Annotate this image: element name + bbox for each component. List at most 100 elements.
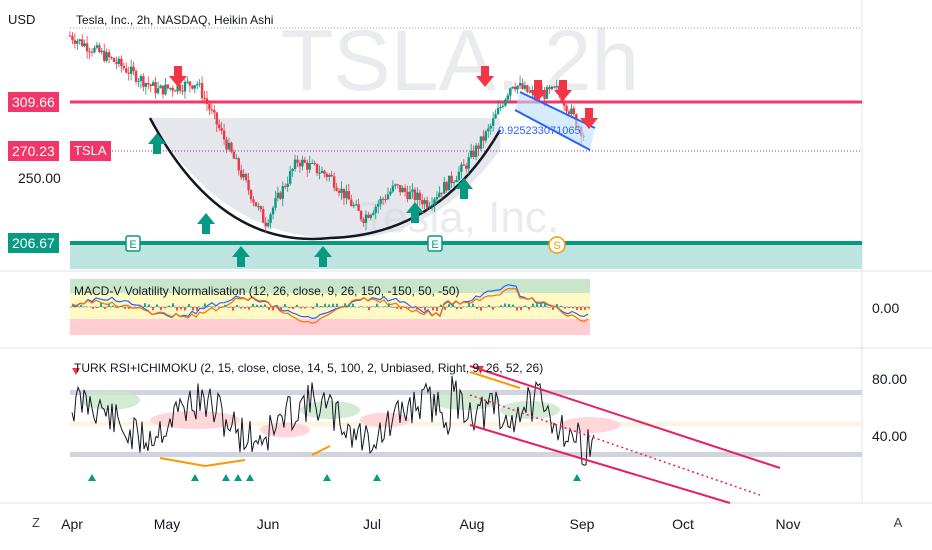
candle-body xyxy=(455,180,458,183)
candle-body xyxy=(489,125,492,129)
candle-body xyxy=(511,86,514,89)
candle-body xyxy=(271,207,275,215)
candle-body xyxy=(237,158,240,171)
macd-zone-upper xyxy=(70,293,590,305)
candle-body xyxy=(367,214,370,218)
macd-histogram-bar xyxy=(376,303,378,307)
candle-body xyxy=(200,83,204,99)
macd-histogram-bar xyxy=(488,304,490,307)
watermark-symbol: TSLA, 2h xyxy=(281,13,640,109)
candle-body xyxy=(474,145,478,158)
candle-body xyxy=(68,35,72,37)
candle-body xyxy=(506,95,510,100)
candle-body xyxy=(249,190,253,200)
event-marker-split[interactable]: S xyxy=(548,236,566,254)
candle-body xyxy=(191,85,194,89)
candle-body xyxy=(257,206,260,208)
candle-body xyxy=(296,159,299,163)
sell-arrow xyxy=(169,66,187,87)
candle-body xyxy=(110,57,113,59)
macd-histogram-bar xyxy=(156,304,158,307)
macd-histogram-bar xyxy=(184,307,186,311)
macd-signal-line xyxy=(71,287,589,324)
candle-body xyxy=(242,173,245,178)
macd-histogram-bar xyxy=(224,304,226,307)
candle-body xyxy=(137,80,140,82)
candle-body xyxy=(384,199,387,201)
current-price-label: 270.23 xyxy=(8,141,59,161)
candle-body xyxy=(318,172,321,174)
macd-histogram-bar xyxy=(368,307,370,311)
candle-body xyxy=(244,173,248,180)
macd-histogram-bar xyxy=(160,307,162,311)
candle-body xyxy=(462,164,466,166)
candle-body xyxy=(342,188,346,199)
candle-body xyxy=(411,189,414,192)
candle-body xyxy=(105,52,108,61)
buy-arrow xyxy=(406,202,424,223)
macd-histogram-bar xyxy=(96,307,98,309)
sell-arrow xyxy=(529,80,547,101)
resistance-price-label: 309.66 xyxy=(8,92,59,112)
macd-histogram-bar xyxy=(560,305,562,307)
candle-body xyxy=(205,98,209,105)
candle-body xyxy=(306,162,309,170)
candle-body xyxy=(350,199,353,207)
candle-body xyxy=(565,105,568,112)
candle-body xyxy=(421,199,424,205)
macd-histogram-bar xyxy=(172,303,174,307)
candle-body xyxy=(147,83,150,85)
candle-body xyxy=(227,142,231,150)
macd-histogram-bar xyxy=(384,306,386,307)
candle-body xyxy=(521,83,524,89)
candle-body xyxy=(572,108,576,115)
support-price-label: 206.67 xyxy=(8,233,59,253)
macd-histogram-bar xyxy=(352,303,354,307)
candle-body xyxy=(269,214,272,223)
macd-histogram-bar xyxy=(76,306,78,307)
candle-body xyxy=(232,151,236,159)
macd-histogram-bar xyxy=(524,305,526,307)
rsi-buy-marker xyxy=(573,474,581,481)
auto-scale-button[interactable]: A xyxy=(893,515,903,530)
svg-text:S: S xyxy=(553,240,560,252)
macd-histogram xyxy=(72,303,590,311)
candle-body xyxy=(142,76,145,87)
macd-histogram-bar xyxy=(328,304,330,307)
macd-histogram-bar xyxy=(204,303,206,307)
macd-histogram-bar xyxy=(108,304,110,307)
macd-histogram-bar xyxy=(576,307,578,310)
event-marker-earnings-2[interactable]: E xyxy=(427,235,443,252)
candle-body xyxy=(484,131,488,141)
zoom-toggle-button[interactable]: Z xyxy=(32,515,40,530)
candle-body xyxy=(408,191,412,200)
macd-histogram-bar xyxy=(72,304,74,307)
candle-body xyxy=(220,128,223,131)
rsi-sell-marker xyxy=(72,368,80,375)
macd-line xyxy=(71,284,589,320)
macd-histogram-bar xyxy=(188,303,190,307)
candle-body xyxy=(139,76,143,81)
month-aug: Aug xyxy=(459,516,485,532)
event-marker-earnings-1[interactable]: E xyxy=(125,235,141,252)
macd-histogram-bar xyxy=(512,304,514,307)
macd-histogram-bar xyxy=(476,307,478,309)
candle-body xyxy=(103,50,106,61)
macd-histogram-bar xyxy=(400,307,402,310)
rsi-buy-marker xyxy=(234,474,242,481)
macd-histogram-bar xyxy=(112,305,114,307)
macd-histogram-bar xyxy=(212,306,214,307)
signal-arrows xyxy=(148,66,598,267)
candle-body xyxy=(95,45,99,48)
fib-label: 0.925233071065 xyxy=(498,125,581,137)
candle-body xyxy=(195,84,199,86)
macd-histogram-bar xyxy=(584,307,586,310)
macd-histogram-bar xyxy=(516,307,518,311)
candle-body xyxy=(127,72,130,74)
macd-histogram-bar xyxy=(148,304,150,307)
candle-body xyxy=(323,170,326,174)
candle-body xyxy=(218,124,221,129)
rsi-buy-marker xyxy=(323,474,331,481)
candle-body xyxy=(570,108,573,115)
